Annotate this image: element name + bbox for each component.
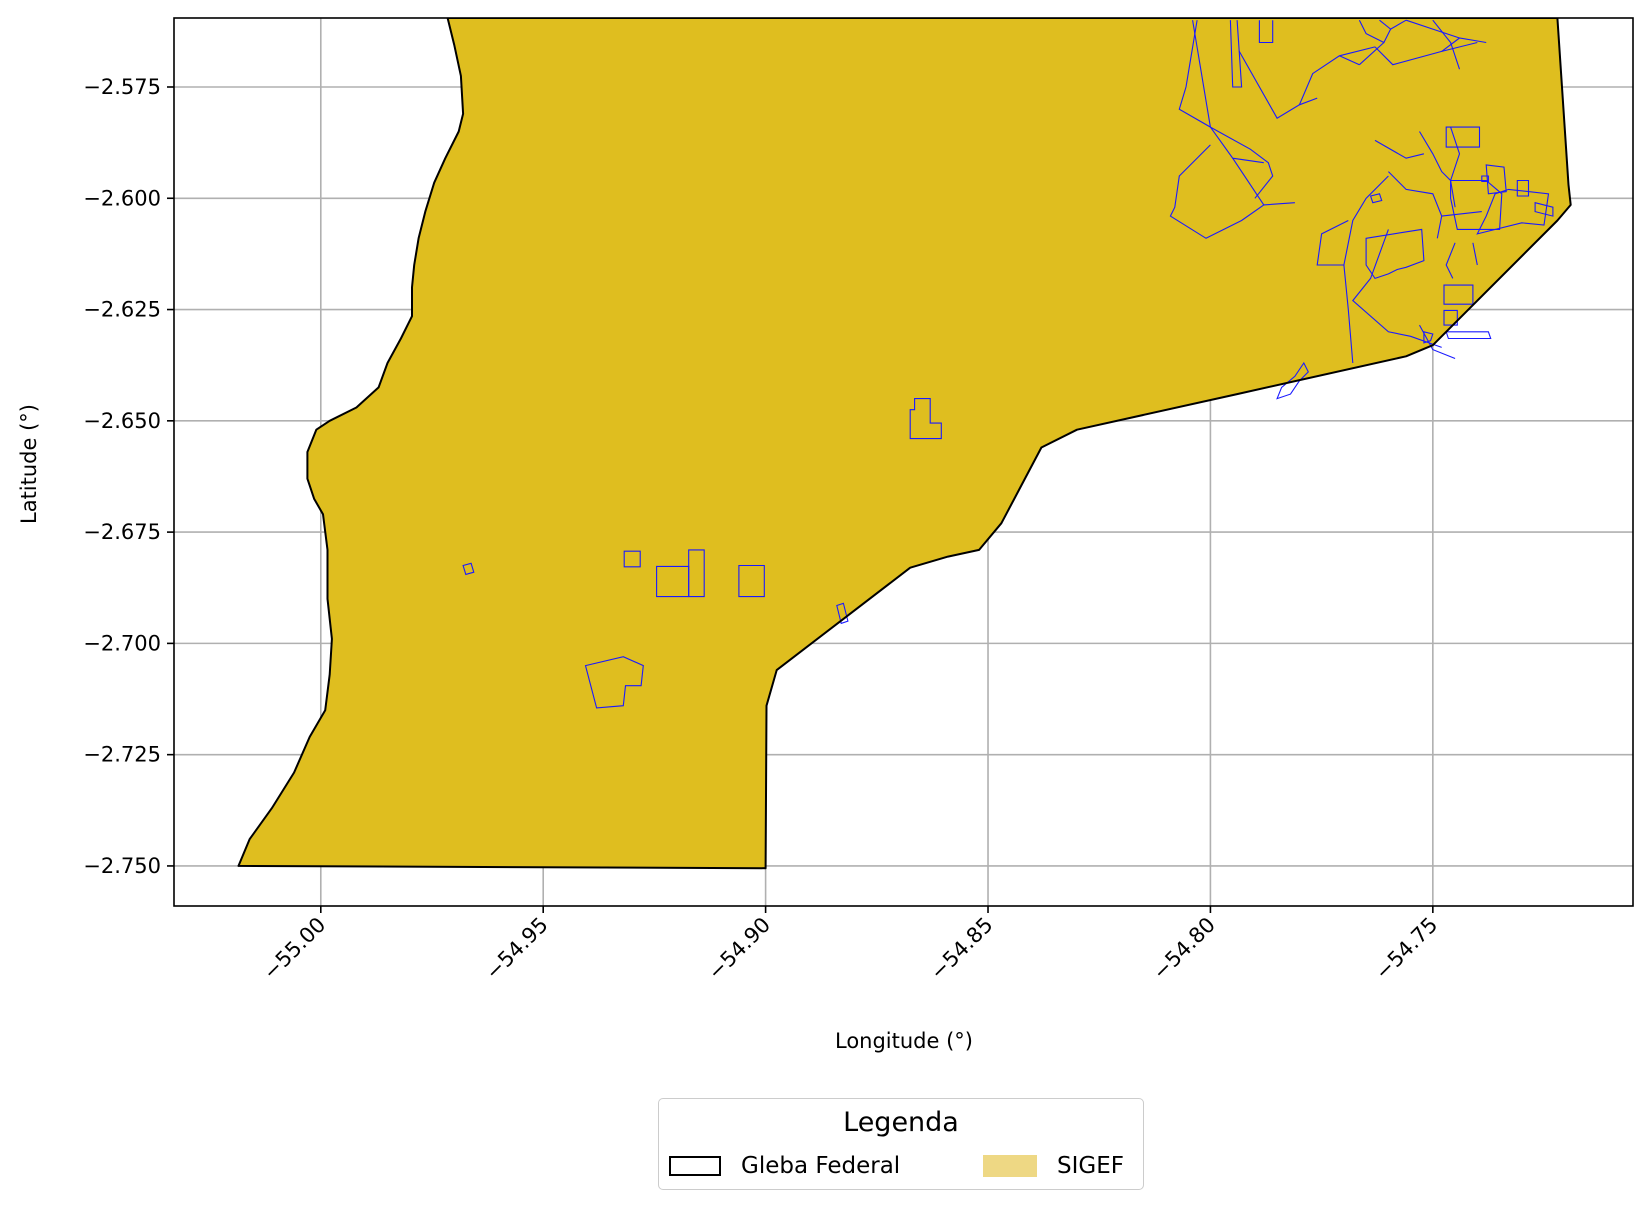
sigef-parcel-5 — [462, 562, 475, 576]
x-axis-title: Longitude (°) — [835, 1029, 973, 1053]
legend-label-sigef: SIGEF — [1057, 1153, 1124, 1179]
sigef-parcel-17 — [1443, 309, 1458, 326]
legend-item-sigef: SIGEF — [983, 1153, 1124, 1179]
sigef-parcel-19 — [1481, 175, 1489, 182]
sigef-parcel-edge-13 — [1374, 41, 1478, 66]
sigef-parcel-edge-20 — [1388, 171, 1443, 239]
sigef-parcel-edge-8 — [1298, 46, 1376, 106]
sigef-parcel-7 — [836, 602, 849, 625]
sigef-parcel-edge-12 — [1359, 42, 1385, 66]
sigef-parcel-0 — [909, 398, 942, 440]
sigef-parcel-edge-7 — [1238, 51, 1318, 119]
sigef-parcel-edge-0 — [1178, 20, 1264, 164]
x-axis-ticks: −55.00 −54.95 −54.90 −54.85 −54.80 −54.75 — [258, 906, 1442, 984]
sigef-parcel-9 — [1365, 228, 1425, 280]
sigef-parcel-3 — [688, 549, 705, 598]
sigef-parcel-14 — [1516, 179, 1530, 197]
sigef-parcel-edge-19 — [1374, 139, 1425, 159]
x-tick-label-1: −54.95 — [481, 913, 553, 985]
sigef-parcel-edge-15 — [1432, 19, 1461, 70]
gleba-swatch-icon — [669, 1156, 721, 1176]
sigef-parcel-edge-25 — [1419, 324, 1456, 360]
sigef-parcel-6 — [584, 656, 644, 709]
sigef-parcel-12 — [1485, 164, 1507, 195]
x-tick-label-5: −54.75 — [1370, 913, 1442, 985]
sigef-parcel-edge-3 — [1232, 157, 1265, 206]
sigef-parcel-edge-9 — [1339, 55, 1360, 66]
sigef-parcel-8 — [1276, 361, 1309, 400]
sigef-parcel-edge-5 — [1258, 20, 1274, 44]
sigef-parcel-edge-24 — [1352, 229, 1442, 348]
sigef-parcel-edge-23 — [1343, 264, 1354, 364]
legend: Legenda Gleba Federal SIGEF — [658, 1098, 1144, 1190]
sigef-parcel-edge-16 — [1405, 19, 1460, 39]
sigef-parcel-21 — [1423, 331, 1434, 344]
sigef-parcel-20 — [1369, 193, 1383, 204]
legend-title: Legenda — [843, 1107, 959, 1138]
y-tick-label-0: −2.575 — [83, 75, 161, 99]
y-tick-label-7: −2.750 — [83, 854, 161, 878]
x-tick-label-2: −54.90 — [703, 913, 775, 985]
sigef-parcel-edge-27 — [1445, 242, 1456, 279]
sigef-swatch-icon — [983, 1155, 1037, 1177]
sigef-parcel-edge-18 — [1419, 131, 1456, 208]
sigef-parcel-4 — [623, 550, 641, 568]
y-axis-title: Latitude (°) — [17, 404, 41, 524]
y-tick-label-5: −2.700 — [83, 631, 161, 655]
sigef-parcel-edge-2 — [1169, 144, 1295, 239]
x-tick-label-0: −55.00 — [258, 913, 330, 985]
sigef-parcel-edge-6 — [1229, 20, 1243, 88]
sigef-parcel-edge-17 — [1450, 126, 1461, 181]
sigef-parcel-1 — [738, 564, 765, 598]
sigef-parcel-edge-11 — [1390, 19, 1407, 30]
sigef-parcel-15 — [1534, 201, 1554, 217]
sigef-parcels — [462, 19, 1554, 709]
y-tick-label-6: −2.725 — [83, 743, 161, 767]
sigef-parcel-edge-26 — [1472, 242, 1478, 266]
sigef-parcel-10 — [1445, 126, 1481, 148]
gleba-federal-outline — [237, 18, 1572, 870]
sigef-parcel-18 — [1445, 331, 1492, 340]
y-tick-label-3: −2.650 — [83, 409, 161, 433]
y-tick-label-4: −2.675 — [83, 520, 161, 544]
y-tick-label-1: −2.600 — [83, 186, 161, 210]
sigef-parcel-edge-21 — [1441, 211, 1482, 217]
legend-item-gleba: Gleba Federal — [669, 1153, 900, 1179]
legend-label-gleba: Gleba Federal — [741, 1153, 901, 1179]
plot-frame — [173, 17, 1634, 907]
sigef-parcel-edge-1 — [1210, 126, 1274, 199]
y-axis-ticks: −2.575 −2.600 −2.625 −2.650 −2.675 −2.700 −2.7… — [83, 75, 174, 878]
x-tick-label-3: −54.85 — [926, 913, 998, 985]
gleba-federal-polygon — [238, 18, 1571, 869]
x-tick-label-4: −54.80 — [1148, 913, 1220, 985]
sigef-parcel-edge-4 — [1192, 20, 1211, 128]
y-tick-label-2: −2.625 — [83, 298, 161, 322]
